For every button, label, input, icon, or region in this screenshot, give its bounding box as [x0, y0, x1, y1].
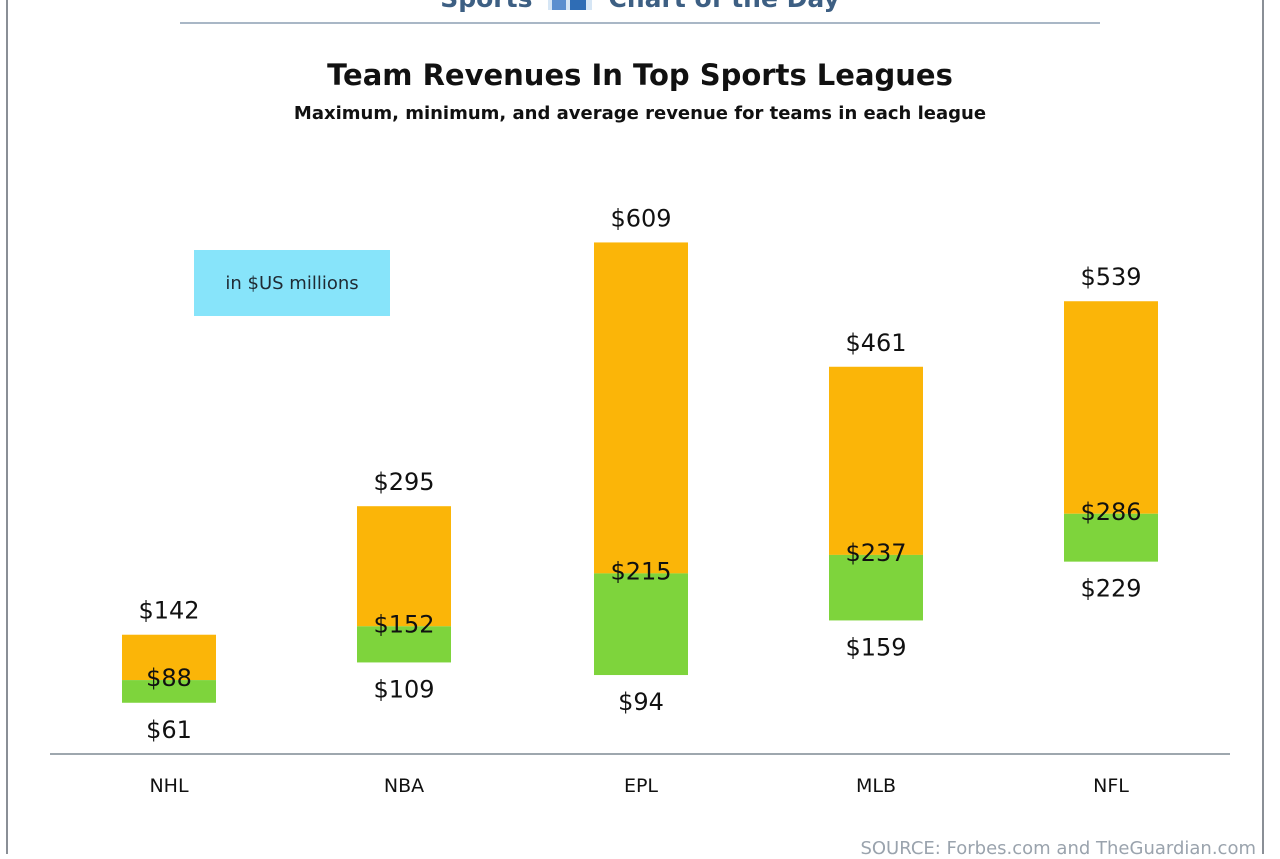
max-label-nhl: $142	[138, 597, 199, 625]
max-label-nba: $295	[373, 468, 434, 496]
avg-label-nba: $152	[373, 610, 434, 638]
avg-label-epl: $215	[610, 557, 671, 585]
chart-subtitle: Maximum, minimum, and average revenue fo…	[293, 103, 987, 124]
banner: Sports Chart of the Day	[180, 0, 1100, 14]
bar-max-segment-nba	[357, 506, 451, 627]
category-label-mlb: MLB	[856, 775, 896, 797]
unit-note: in $US millions	[194, 250, 390, 316]
source-note: SOURCE: Forbes.com and TheGuardian.com	[860, 838, 1256, 859]
category-label-nhl: NHL	[149, 775, 189, 797]
category-label-nba: NBA	[384, 775, 424, 797]
avg-label-nhl: $88	[146, 664, 192, 692]
bar-min-segment-mlb	[829, 554, 923, 621]
bar-max-segment-nhl	[122, 634, 216, 681]
banner-divider	[180, 22, 1100, 24]
min-label-nfl: $229	[1080, 575, 1141, 603]
bar-min-segment-nhl	[122, 680, 216, 703]
avg-label-mlb: $237	[845, 539, 906, 567]
category-label-epl: EPL	[624, 775, 658, 797]
chart-logo-icon	[548, 0, 593, 10]
banner-right-text: Chart of the Day	[608, 0, 839, 13]
category-label-nfl: NFL	[1093, 775, 1129, 797]
avg-label-nfl: $286	[1080, 498, 1141, 526]
frame-left-border	[6, 0, 8, 854]
chart-title: Team Revenues In Top Sports Leagues	[327, 58, 953, 92]
max-label-nfl: $539	[1080, 263, 1141, 291]
bar-min-segment-nfl	[1064, 513, 1158, 562]
bar-min-segment-nba	[357, 626, 451, 663]
bar-max-segment-nfl	[1064, 301, 1158, 514]
min-label-nba: $109	[373, 675, 434, 703]
banner-left-text: Sports	[440, 0, 532, 13]
bar-min-segment-epl	[594, 573, 688, 676]
min-label-mlb: $159	[845, 633, 906, 661]
bar-max-segment-mlb	[829, 366, 923, 555]
max-label-mlb: $461	[845, 329, 906, 357]
min-label-epl: $94	[618, 688, 664, 716]
bar-max-segment-epl	[594, 242, 688, 574]
unit-note-text: in $US millions	[225, 272, 359, 294]
frame-right-border	[1262, 0, 1264, 854]
max-label-epl: $609	[610, 204, 671, 232]
min-label-nhl: $61	[146, 716, 192, 744]
